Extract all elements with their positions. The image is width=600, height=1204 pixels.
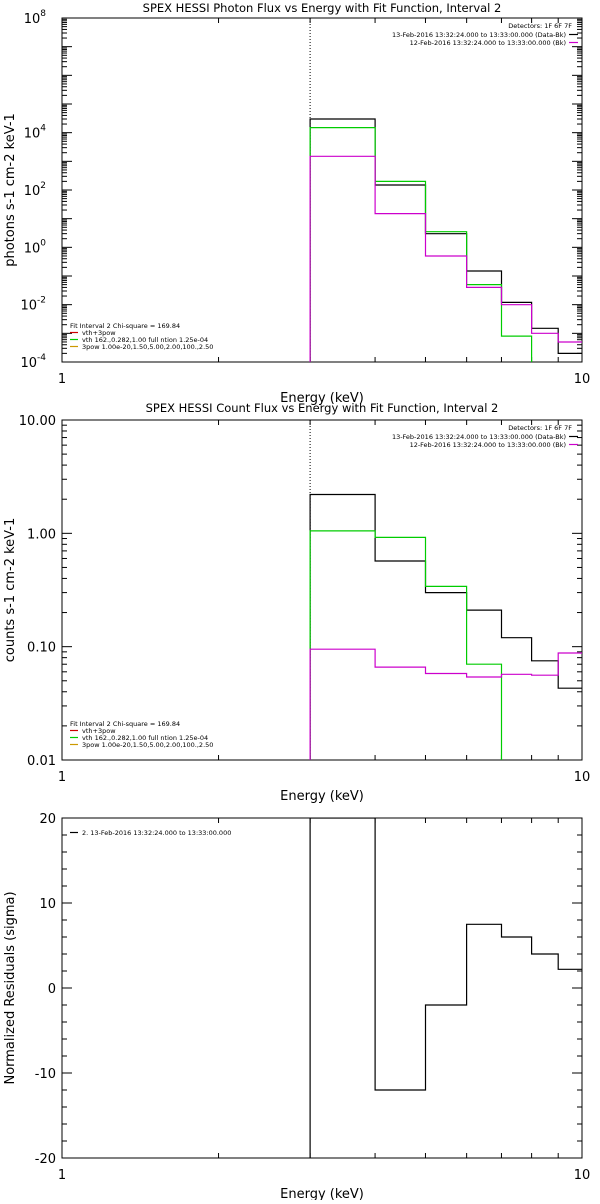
x-axis-label: Energy (keV) bbox=[280, 789, 364, 804]
chart-title: SPEX HESSI Photon Flux vs Energy with Fi… bbox=[143, 1, 502, 15]
y-tick-label: 10.00 bbox=[19, 414, 56, 429]
plot-frame bbox=[61, 17, 583, 363]
series-1-line bbox=[309, 493, 582, 760]
y-tick-label: 10 bbox=[39, 897, 56, 912]
y-tick-exponent: 8 bbox=[40, 9, 46, 19]
y-tick-label: 20 bbox=[39, 812, 56, 827]
x-axis-label: Energy (keV) bbox=[280, 391, 364, 406]
y-tick-label: 108 bbox=[24, 9, 47, 27]
panel-1: SPEX HESSI Photon Flux vs Energy with Fi… bbox=[3, 1, 590, 406]
x-tick-label: 1 bbox=[58, 770, 66, 785]
plot-area bbox=[309, 818, 582, 1158]
series-3-line bbox=[309, 155, 582, 362]
x-tick-label: 1 bbox=[58, 372, 66, 387]
legend-entry: 3pow 1.00e-20,1.50,5.00,2.00,100.,2.50 bbox=[82, 741, 213, 749]
legend-entry: vth 162.,0.282,1.00 full ntion 1.25e-04 bbox=[82, 734, 208, 742]
y-tick-label: 0 bbox=[48, 982, 56, 997]
legend-header: Detectors: 1F 6F 7F bbox=[508, 22, 572, 30]
plot-frame bbox=[61, 817, 583, 1159]
legend-entry: vth+3pow bbox=[82, 329, 116, 337]
plot-frame bbox=[61, 419, 583, 761]
plot-area bbox=[309, 493, 582, 760]
y-tick-label: -20 bbox=[35, 1152, 56, 1167]
x-tick-label: 10 bbox=[574, 770, 591, 785]
legend-entry: 13-Feb-2016 13:32:24.000 to 13:33:00.000… bbox=[392, 433, 566, 441]
plot-area bbox=[309, 118, 582, 362]
legend-header: Fit Interval 2 Chi-square = 169.84 bbox=[70, 322, 180, 330]
y-tick-exponent: 4 bbox=[40, 124, 46, 134]
y-tick-exponent: -4 bbox=[37, 353, 46, 363]
series-2-line bbox=[309, 127, 533, 362]
x-tick-label: 10 bbox=[574, 1168, 591, 1183]
legend-entry: vth 162.,0.282,1.00 full ntion 1.25e-04 bbox=[82, 336, 208, 344]
y-tick-label: 100 bbox=[24, 238, 47, 256]
legend-entry: 3pow 1.00e-20,1.50,5.00,2.00,100.,2.50 bbox=[82, 343, 213, 351]
legend-entry: 12-Feb-2016 13:32:24.000 to 13:33:00.000… bbox=[410, 441, 566, 449]
legend-header: Detectors: 1F 6F 7F bbox=[508, 424, 572, 432]
y-axis-label: photons s-1 cm-2 keV-1 bbox=[3, 113, 18, 267]
y-tick-label: 10-2 bbox=[20, 296, 46, 314]
chart-title: SPEX HESSI Count Flux vs Energy with Fit… bbox=[146, 401, 499, 415]
series-3-line bbox=[309, 648, 582, 760]
y-tick-label: 0.10 bbox=[27, 641, 56, 656]
y-tick-base: 10 bbox=[24, 241, 41, 256]
y-tick-label: 0.01 bbox=[27, 754, 56, 769]
legend-entry: 2. 13-Feb-2016 13:32:24.000 to 13:33:00.… bbox=[82, 829, 231, 837]
series-1-line bbox=[309, 118, 582, 362]
panel-3: 1 10 Energy (keV) 20 10 0 -10 -20 Normalized Res… bbox=[3, 812, 591, 1202]
x-tick-label: 1 bbox=[58, 1168, 66, 1183]
y-tick-label: 1.00 bbox=[27, 527, 56, 542]
y-tick-label: 10-4 bbox=[20, 353, 46, 371]
series-1-line bbox=[309, 818, 582, 1158]
x-tick-label: 10 bbox=[574, 372, 591, 387]
y-tick-base: 10 bbox=[24, 12, 41, 27]
y-tick-exponent: 2 bbox=[40, 181, 46, 191]
series-2-line bbox=[309, 530, 503, 760]
legend-entry: 13-Feb-2016 13:32:24.000 to 13:33:00.000… bbox=[392, 31, 566, 39]
y-tick-exponent: -2 bbox=[37, 296, 46, 306]
legend-entry: vth+3pow bbox=[82, 727, 116, 735]
y-tick-base: 10 bbox=[20, 356, 37, 371]
y-tick-exponent: 0 bbox=[40, 238, 46, 248]
y-tick-base: 10 bbox=[24, 184, 41, 199]
y-axis-label: counts s-1 cm-2 keV-1 bbox=[3, 518, 18, 663]
y-tick-base: 10 bbox=[20, 299, 37, 314]
x-axis-label: Energy (keV) bbox=[280, 1187, 364, 1200]
y-tick-label: -10 bbox=[35, 1067, 56, 1082]
panel-2: SPEX HESSI Count Flux vs Energy with Fit… bbox=[3, 401, 590, 804]
y-tick-base: 10 bbox=[24, 127, 41, 142]
legend-entry: 12-Feb-2016 13:32:24.000 to 13:33:00.000… bbox=[410, 39, 566, 47]
y-tick-label: 104 bbox=[24, 124, 47, 142]
y-axis-label: Normalized Residuals (sigma) bbox=[3, 891, 18, 1084]
legend-header: Fit Interval 2 Chi-square = 169.84 bbox=[70, 720, 180, 728]
y-tick-label: 102 bbox=[24, 181, 46, 199]
